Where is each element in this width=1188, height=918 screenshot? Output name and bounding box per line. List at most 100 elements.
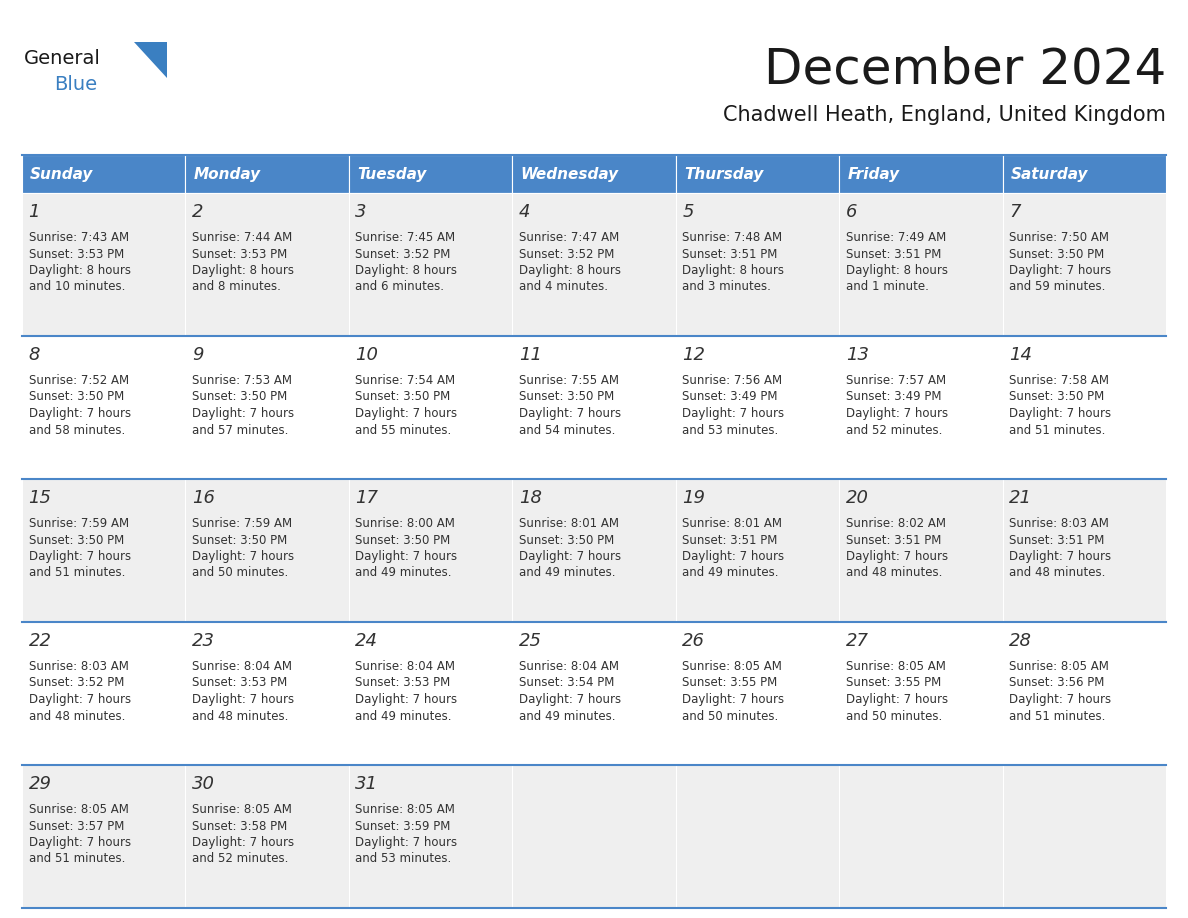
Bar bbox=[1003, 193, 1165, 336]
Text: Daylight: 7 hours: Daylight: 7 hours bbox=[1009, 550, 1111, 563]
Text: Sunrise: 8:01 AM: Sunrise: 8:01 AM bbox=[519, 517, 619, 530]
Text: Sunrise: 7:53 AM: Sunrise: 7:53 AM bbox=[192, 374, 292, 387]
Text: Blue: Blue bbox=[53, 75, 97, 95]
Bar bbox=[1003, 479, 1165, 622]
Text: Daylight: 7 hours: Daylight: 7 hours bbox=[846, 550, 948, 563]
Text: Sunrise: 7:50 AM: Sunrise: 7:50 AM bbox=[1009, 231, 1110, 244]
Text: Sunset: 3:50 PM: Sunset: 3:50 PM bbox=[519, 533, 614, 546]
Bar bbox=[1003, 765, 1165, 908]
Text: Daylight: 8 hours: Daylight: 8 hours bbox=[192, 264, 293, 277]
Text: 2: 2 bbox=[192, 203, 203, 221]
Bar bbox=[349, 193, 512, 336]
Bar bbox=[1003, 622, 1165, 765]
Bar bbox=[512, 479, 676, 622]
Text: Sunrise: 8:05 AM: Sunrise: 8:05 AM bbox=[1009, 660, 1108, 673]
Bar bbox=[23, 479, 185, 622]
Text: Sunset: 3:56 PM: Sunset: 3:56 PM bbox=[1009, 677, 1105, 689]
Text: Sunset: 3:50 PM: Sunset: 3:50 PM bbox=[1009, 248, 1105, 261]
Text: Sunrise: 7:59 AM: Sunrise: 7:59 AM bbox=[192, 517, 292, 530]
Text: Sunrise: 7:43 AM: Sunrise: 7:43 AM bbox=[29, 231, 128, 244]
Text: Sunset: 3:52 PM: Sunset: 3:52 PM bbox=[29, 677, 124, 689]
Text: Daylight: 7 hours: Daylight: 7 hours bbox=[29, 407, 131, 420]
Text: Chadwell Heath, England, United Kingdom: Chadwell Heath, England, United Kingdom bbox=[723, 105, 1165, 125]
Text: 4: 4 bbox=[519, 203, 530, 221]
Text: 14: 14 bbox=[1009, 346, 1032, 364]
Bar bbox=[23, 155, 185, 193]
Text: Daylight: 7 hours: Daylight: 7 hours bbox=[355, 693, 457, 706]
Text: Sunrise: 8:04 AM: Sunrise: 8:04 AM bbox=[355, 660, 455, 673]
Text: and 57 minutes.: and 57 minutes. bbox=[192, 423, 289, 436]
Text: Daylight: 7 hours: Daylight: 7 hours bbox=[29, 693, 131, 706]
Text: Sunset: 3:51 PM: Sunset: 3:51 PM bbox=[682, 248, 778, 261]
Text: Sunrise: 7:44 AM: Sunrise: 7:44 AM bbox=[192, 231, 292, 244]
Text: Sunrise: 8:05 AM: Sunrise: 8:05 AM bbox=[29, 803, 128, 816]
Text: 8: 8 bbox=[29, 346, 40, 364]
Text: Sunset: 3:50 PM: Sunset: 3:50 PM bbox=[29, 533, 124, 546]
Text: and 51 minutes.: and 51 minutes. bbox=[29, 566, 125, 579]
Bar bbox=[185, 479, 349, 622]
Text: 11: 11 bbox=[519, 346, 542, 364]
Text: 28: 28 bbox=[1009, 632, 1032, 650]
Text: 24: 24 bbox=[355, 632, 379, 650]
Text: Friday: Friday bbox=[847, 166, 899, 182]
Text: 6: 6 bbox=[846, 203, 858, 221]
Text: Daylight: 7 hours: Daylight: 7 hours bbox=[846, 407, 948, 420]
Text: 3: 3 bbox=[355, 203, 367, 221]
Bar bbox=[512, 193, 676, 336]
Text: and 51 minutes.: and 51 minutes. bbox=[1009, 423, 1106, 436]
Text: 15: 15 bbox=[29, 489, 51, 507]
Text: Saturday: Saturday bbox=[1011, 166, 1088, 182]
Text: 31: 31 bbox=[355, 775, 379, 793]
Text: and 50 minutes.: and 50 minutes. bbox=[682, 710, 778, 722]
Text: Daylight: 7 hours: Daylight: 7 hours bbox=[355, 836, 457, 849]
Bar bbox=[1003, 155, 1165, 193]
Bar bbox=[676, 622, 839, 765]
Text: and 53 minutes.: and 53 minutes. bbox=[682, 423, 778, 436]
Text: Daylight: 8 hours: Daylight: 8 hours bbox=[29, 264, 131, 277]
Text: Sunset: 3:50 PM: Sunset: 3:50 PM bbox=[355, 390, 450, 404]
Bar bbox=[185, 765, 349, 908]
Text: 20: 20 bbox=[846, 489, 868, 507]
Text: Sunrise: 7:54 AM: Sunrise: 7:54 AM bbox=[355, 374, 455, 387]
Text: Sunrise: 8:01 AM: Sunrise: 8:01 AM bbox=[682, 517, 782, 530]
Text: Tuesday: Tuesday bbox=[358, 166, 426, 182]
Text: Sunset: 3:53 PM: Sunset: 3:53 PM bbox=[355, 677, 450, 689]
Text: Sunset: 3:51 PM: Sunset: 3:51 PM bbox=[1009, 533, 1105, 546]
Text: Daylight: 7 hours: Daylight: 7 hours bbox=[1009, 264, 1111, 277]
Text: Sunset: 3:49 PM: Sunset: 3:49 PM bbox=[846, 390, 941, 404]
Text: Sunrise: 7:58 AM: Sunrise: 7:58 AM bbox=[1009, 374, 1110, 387]
Text: 12: 12 bbox=[682, 346, 706, 364]
Text: Daylight: 7 hours: Daylight: 7 hours bbox=[29, 550, 131, 563]
Text: Daylight: 8 hours: Daylight: 8 hours bbox=[846, 264, 948, 277]
Bar bbox=[839, 622, 1003, 765]
Text: and 3 minutes.: and 3 minutes. bbox=[682, 281, 771, 294]
Text: Sunset: 3:51 PM: Sunset: 3:51 PM bbox=[682, 533, 778, 546]
Text: Sunrise: 8:05 AM: Sunrise: 8:05 AM bbox=[682, 660, 782, 673]
Text: Daylight: 7 hours: Daylight: 7 hours bbox=[192, 693, 295, 706]
Text: and 1 minute.: and 1 minute. bbox=[846, 281, 929, 294]
Bar bbox=[349, 765, 512, 908]
Text: Daylight: 7 hours: Daylight: 7 hours bbox=[682, 550, 784, 563]
Text: Sunset: 3:59 PM: Sunset: 3:59 PM bbox=[355, 820, 450, 833]
Text: and 51 minutes.: and 51 minutes. bbox=[1009, 710, 1106, 722]
Text: Sunrise: 8:03 AM: Sunrise: 8:03 AM bbox=[1009, 517, 1108, 530]
Text: and 8 minutes.: and 8 minutes. bbox=[192, 281, 280, 294]
Text: 30: 30 bbox=[192, 775, 215, 793]
Text: Sunset: 3:58 PM: Sunset: 3:58 PM bbox=[192, 820, 287, 833]
Text: Sunset: 3:55 PM: Sunset: 3:55 PM bbox=[846, 677, 941, 689]
Bar bbox=[676, 479, 839, 622]
Text: 10: 10 bbox=[355, 346, 379, 364]
Text: Sunrise: 7:47 AM: Sunrise: 7:47 AM bbox=[519, 231, 619, 244]
Bar bbox=[23, 193, 185, 336]
Text: Sunset: 3:53 PM: Sunset: 3:53 PM bbox=[192, 248, 287, 261]
Text: Sunrise: 7:45 AM: Sunrise: 7:45 AM bbox=[355, 231, 455, 244]
Text: and 55 minutes.: and 55 minutes. bbox=[355, 423, 451, 436]
Bar bbox=[676, 765, 839, 908]
Text: 19: 19 bbox=[682, 489, 706, 507]
Text: and 48 minutes.: and 48 minutes. bbox=[846, 566, 942, 579]
Text: Sunset: 3:51 PM: Sunset: 3:51 PM bbox=[846, 533, 941, 546]
Text: Daylight: 7 hours: Daylight: 7 hours bbox=[519, 550, 621, 563]
Bar bbox=[839, 155, 1003, 193]
Text: and 58 minutes.: and 58 minutes. bbox=[29, 423, 125, 436]
Text: 21: 21 bbox=[1009, 489, 1032, 507]
